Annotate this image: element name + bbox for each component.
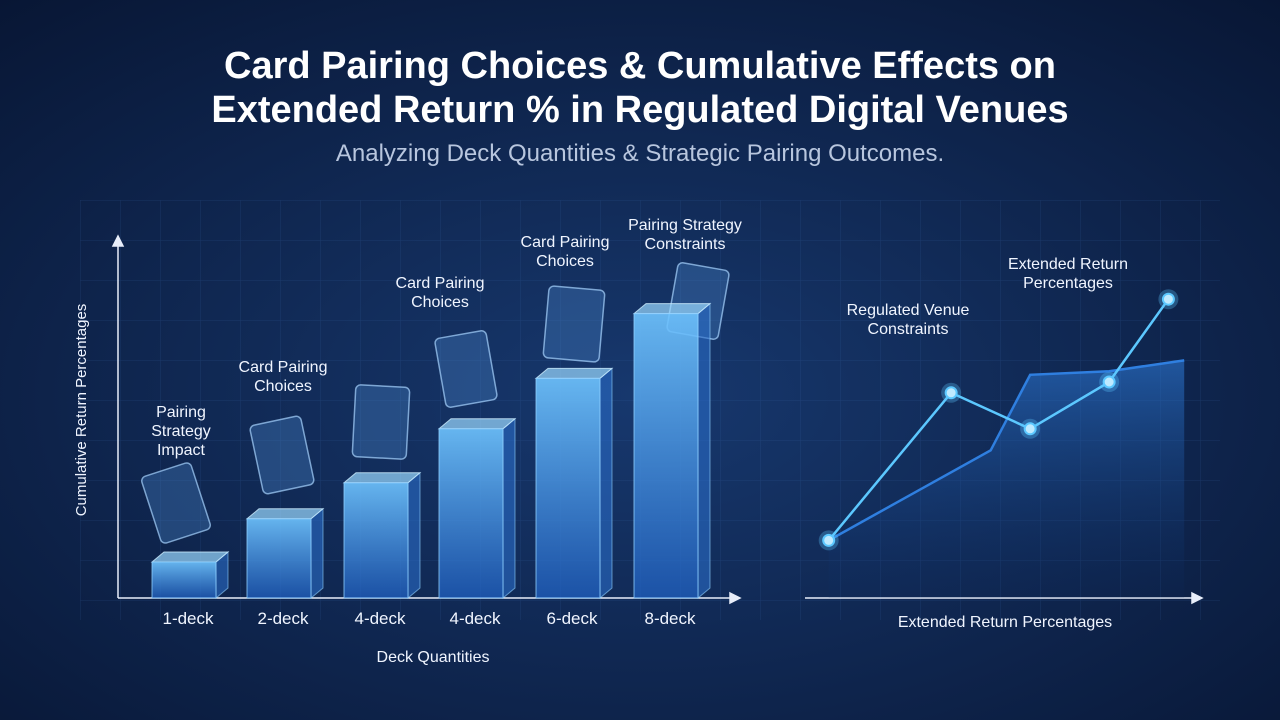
- bar-top: [150, 551, 230, 563]
- y-axis-label: Cumulative Return Percentages: [73, 304, 90, 517]
- annotation: Pairing Strategy Constraints: [628, 217, 742, 253]
- point: [822, 533, 836, 547]
- x-axis-label: Extended Return Percentages: [898, 614, 1112, 631]
- bar: [438, 428, 504, 599]
- title: Card Pairing Choices & Cumulative Effect…: [211, 45, 1069, 131]
- point: [944, 386, 958, 400]
- annotation: Extended Return Percentages: [1007, 256, 1129, 292]
- subtitle: Analyzing Deck Quantities & Strategic Pa…: [336, 140, 944, 167]
- bar-top: [534, 367, 614, 379]
- bar-side: [407, 471, 421, 600]
- point: [1102, 375, 1116, 389]
- bar: [151, 561, 217, 599]
- bar-top: [342, 472, 422, 484]
- annotation: Card Pairing Choices: [520, 234, 610, 270]
- annotation: Card Pairing Choices: [395, 275, 485, 311]
- annotation: Card Pairing Choices: [238, 359, 328, 395]
- bar: [246, 518, 312, 599]
- cards: [141, 262, 730, 544]
- x-axis-label: Deck Quantities: [377, 649, 490, 666]
- bar-side: [502, 417, 516, 600]
- point: [1023, 422, 1037, 436]
- bar-top: [632, 303, 712, 315]
- x-tick-label: 8-deck: [644, 609, 696, 628]
- annotation: Regulated Venue Constraints: [846, 302, 970, 338]
- bar-top: [245, 508, 325, 520]
- x-tick-label: 4-deck: [449, 609, 501, 628]
- bar: [535, 377, 601, 599]
- x-tick-label: 6-deck: [546, 609, 598, 628]
- line: [828, 359, 1185, 542]
- x-tick-label: 1-deck: [162, 609, 214, 628]
- point: [1161, 292, 1175, 306]
- area: [828, 360, 1185, 598]
- bar-side: [310, 507, 324, 600]
- bar: [343, 482, 409, 599]
- bar-side: [599, 367, 613, 600]
- bar-side: [697, 302, 711, 600]
- x-tick-label: 4-deck: [354, 609, 406, 628]
- x-tick-label: 2-deck: [257, 609, 309, 628]
- bar-top: [437, 418, 517, 430]
- annotation: Pairing Strategy Impact: [151, 404, 211, 459]
- bar: [633, 313, 699, 599]
